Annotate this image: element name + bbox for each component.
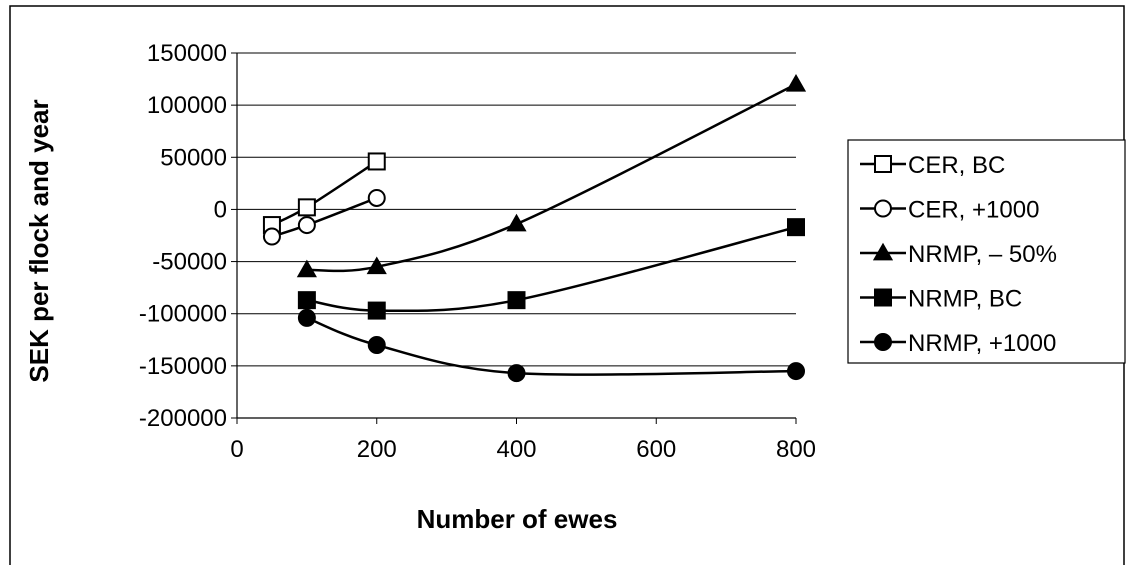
- y-tick-label: 150000: [147, 40, 227, 67]
- legend-marker: [874, 333, 892, 351]
- data-point: [367, 188, 386, 207]
- legend-marker: [872, 242, 894, 261]
- legend-label: NRMP, BC: [908, 286, 1022, 313]
- series-line: [306, 225, 797, 313]
- legend-marker: [874, 155, 892, 173]
- data-point: [506, 213, 527, 232]
- series-4: [297, 308, 805, 383]
- data-point: [297, 198, 316, 217]
- series-2: [296, 73, 807, 278]
- legend-label: NRMP, +1000: [908, 330, 1056, 357]
- x-tick-label: 200: [357, 436, 397, 463]
- y-tick-label: -150000: [139, 353, 227, 380]
- data-point: [787, 218, 805, 237]
- data-point: [297, 308, 316, 327]
- series-line: [271, 160, 378, 227]
- data-point: [297, 291, 316, 310]
- x-tick-label: 800: [776, 436, 816, 463]
- data-point: [785, 73, 807, 92]
- x-tick-label: 400: [496, 436, 536, 463]
- legend: CER, BC CER, +1000 NRMP, – 50% NRMP, BC NRMP…: [847, 139, 1126, 364]
- legend-label: CER, +1000: [908, 197, 1039, 224]
- legend-label: CER, BC: [908, 152, 1005, 179]
- x-tick-label: 600: [636, 436, 676, 463]
- data-point: [367, 301, 386, 320]
- y-tick-label: -200000: [139, 405, 227, 432]
- legend-label: NRMP, – 50%: [908, 241, 1057, 268]
- series-line: [306, 83, 797, 273]
- y-tick-label: 50000: [160, 144, 227, 171]
- data-point: [507, 291, 526, 310]
- y-tick-label: -50000: [152, 249, 227, 276]
- data-point: [507, 364, 526, 383]
- legend-marker: [874, 199, 892, 218]
- legend-marker: [874, 288, 892, 307]
- series-0: [262, 152, 386, 235]
- y-tick-label: -100000: [139, 301, 227, 328]
- legend-box: [847, 139, 1126, 364]
- data-point: [366, 256, 387, 275]
- series-1: [262, 188, 386, 246]
- x-tick-label: 0: [230, 436, 243, 463]
- x-axis-title: Number of ewes: [417, 504, 618, 534]
- data-point: [787, 362, 805, 381]
- data-point: [367, 336, 386, 354]
- y-tick-label: 0: [214, 196, 227, 223]
- y-axis-title: SEK per flock and year: [24, 99, 54, 382]
- data-point: [367, 152, 386, 171]
- data-point: [262, 227, 281, 246]
- data-point: [297, 216, 316, 235]
- series-3: [297, 218, 805, 320]
- y-tick-label: 100000: [147, 92, 227, 119]
- data-point: [296, 259, 317, 278]
- series-line: [306, 316, 797, 376]
